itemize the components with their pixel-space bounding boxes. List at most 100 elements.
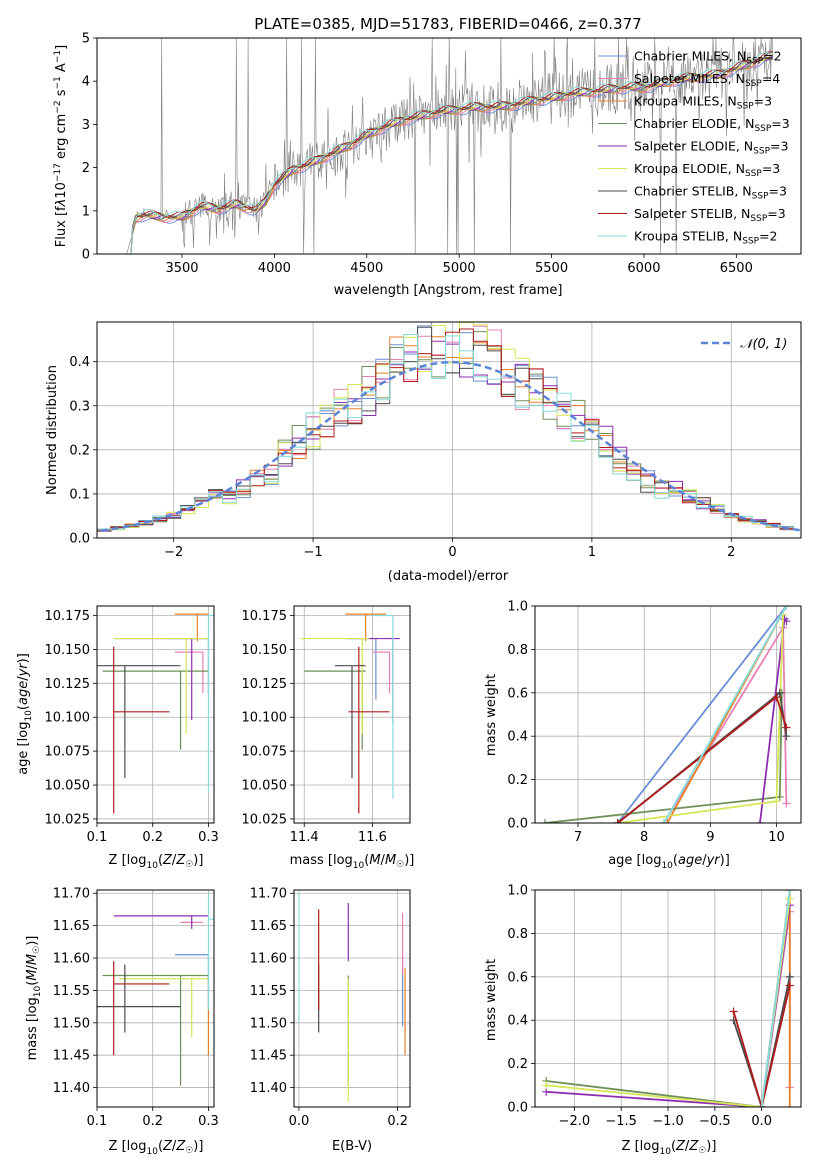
x-tick-label: 6500 — [720, 261, 753, 276]
x-tick-label: 2 — [727, 545, 735, 560]
axes-frame — [534, 605, 802, 824]
axes-frame — [96, 37, 802, 255]
legend-nssp: =3 — [762, 161, 780, 176]
weight-marker-kroupa_elodie — [772, 797, 781, 806]
z-age-panel: 0.1 0.2 0.3 10.025 10.050 10.075 10.100 10.125 1… — [45, 605, 219, 845]
x-tick-label: −1.0 — [652, 1114, 684, 1129]
normal-curve — [97, 360, 801, 533]
legend-nssp: =2 — [763, 49, 781, 64]
legend-subscript: SSP — [745, 79, 762, 89]
legend-subscript: SSP — [745, 169, 762, 179]
legend-subscript: SSP — [754, 124, 771, 134]
histogram-kroupa_stelib — [97, 334, 794, 530]
weight-marker-kroupa_miles — [785, 1103, 794, 1107]
x-tick-label: 0.3 — [198, 830, 219, 845]
weight-marker-salpeter_elodie — [782, 617, 791, 626]
weight-line-chabrier_miles — [616, 606, 788, 823]
x-tick-label: 0 — [448, 545, 456, 560]
gauss-legend-label: 𝒩(0, 1) — [740, 337, 787, 352]
x-tick-label: 10 — [768, 830, 785, 845]
x-tick-label: −0.5 — [699, 1114, 731, 1129]
y-tick-label: 0.2 — [507, 1057, 528, 1072]
legend-subscript: SSP — [742, 237, 759, 247]
y-tick-label: 0.6 — [507, 686, 528, 701]
x-tick-label: 11.6 — [358, 830, 387, 845]
z-mass-ylabel: mass [log10(M/M☉)] — [25, 936, 43, 1061]
y-tick-label: 0.0 — [69, 532, 90, 547]
y-tick-label: 11.60 — [53, 952, 90, 967]
x-tick-label: 0.2 — [142, 1114, 163, 1129]
plot-area — [126, 38, 774, 254]
z-age-xlabel: Z [log10(Z/Z☉)] — [109, 853, 204, 871]
y-tick-label: 0.0 — [507, 1101, 528, 1116]
plot-area — [300, 613, 400, 814]
z-weight-xlabel: Z [log10(Z/Z☉)] — [622, 1139, 717, 1157]
weight-marker-kroupa_miles — [663, 819, 672, 823]
x-tick-label: 8 — [640, 830, 648, 845]
y-tick-label: 10.050 — [242, 779, 288, 794]
z-weight-ylabel: mass weight — [484, 959, 499, 1041]
x-tick-label: 1 — [588, 545, 596, 560]
weight-marker-kroupa_stelib — [785, 890, 794, 894]
x-tick-label: −1 — [303, 545, 322, 560]
x-tick-label: 0.2 — [142, 830, 163, 845]
y-tick-label: 0.8 — [507, 643, 528, 658]
legend-label-salpeter_miles: Salpeter MILES, NSSP=4 — [634, 71, 780, 89]
y-tick-label: 11.55 — [250, 984, 287, 999]
weight-marker-kroupa_stelib — [757, 1103, 766, 1107]
legend-nssp: =3 — [769, 184, 787, 199]
legend-subscript: SSP — [750, 214, 767, 224]
y-tick-label: 0.4 — [507, 1014, 528, 1029]
y-tick-label: 10.075 — [242, 745, 288, 760]
weight-marker-salpeter_stelib — [729, 1007, 738, 1016]
y-tick-label: 0.4 — [69, 355, 90, 370]
legend-label-kroupa_stelib: Kroupa STELIB, NSSP=2 — [634, 229, 778, 247]
weight-marker-chabrier_stelib — [782, 732, 791, 741]
weight-marker-kroupa_elodie — [542, 1081, 551, 1090]
y-tick-label: 10.175 — [242, 609, 288, 624]
axes-frame — [293, 889, 411, 1108]
y-tick-label: 4 — [82, 75, 90, 90]
x-tick-label: 4000 — [258, 261, 291, 276]
y-tick-label: 10.100 — [45, 711, 91, 726]
residuals-panel: −2 −1 0 1 2 0.0 0.1 0.2 0.3 0.4 — [69, 321, 802, 560]
legend-label-salpeter_elodie: Salpeter ELODIE, NSSP=3 — [634, 139, 788, 157]
residuals-xlabel: (data-model)/error — [388, 569, 509, 584]
spectrum-panel: 3500 4000 4500 5000 5500 6000 6500 0 1 2 3 4 5 — [82, 32, 802, 276]
x-tick-label: 0.1 — [87, 830, 108, 845]
x-tick-label: −2.0 — [559, 1114, 591, 1129]
legend-subscript: SSP — [746, 57, 763, 67]
y-tick-label: 11.70 — [250, 887, 287, 902]
legend-nssp: =3 — [754, 94, 772, 109]
spectrum-ylabel: Flux [fλ10−17 erg cm−2 s−1 A−1] — [53, 45, 69, 247]
y-tick-label: 10.125 — [242, 677, 288, 692]
y-tick-label: 10.150 — [242, 643, 288, 658]
y-tick-label: 11.55 — [53, 984, 90, 999]
x-tick-label: 9 — [706, 830, 714, 845]
y-tick-label: 10.025 — [45, 812, 91, 827]
y-tick-label: 10.025 — [242, 812, 288, 827]
legend-subscript: SSP — [753, 147, 770, 157]
legend-label-chabrier_stelib: Chabrier STELIB, NSSP=3 — [634, 184, 787, 202]
model-spectrum-kroupa_stelib — [126, 51, 773, 254]
weight-marker-chabrier_stelib — [785, 972, 794, 981]
weight-marker-chabrier_stelib — [775, 688, 784, 697]
y-tick-label: 11.65 — [53, 919, 90, 934]
legend-label-chabrier_miles: Chabrier MILES, NSSP=2 — [634, 49, 782, 67]
y-tick-label: 11.65 — [250, 919, 287, 934]
weight-marker-salpeter_stelib — [613, 819, 622, 823]
z-weight-panel: −2.0 −1.5 −1.0 −0.5 0.0 0.0 0.2 0.4 0.6 0.8 1.0 — [507, 884, 802, 1129]
weight-line-kroupa_stelib — [760, 890, 791, 1107]
legend-nssp: =3 — [767, 206, 785, 221]
age-weight-ylabel: mass weight — [484, 674, 499, 756]
ebv-mass-panel: 0.0 0.2 11.40 11.45 11.50 11.55 11.60 11.65 11.7… — [250, 887, 411, 1129]
x-tick-label: 0.2 — [387, 1114, 408, 1129]
x-tick-label: 0.3 — [198, 1114, 219, 1129]
y-tick-label: 11.45 — [53, 1049, 90, 1064]
ebv-mass-xlabel: E(B-V) — [332, 1139, 372, 1154]
plot-area — [97, 322, 801, 533]
axes-frame — [96, 321, 802, 539]
weight-line-salpeter_stelib — [732, 985, 791, 1107]
y-tick-label: 0.4 — [507, 730, 528, 745]
x-tick-label: 3500 — [165, 261, 198, 276]
